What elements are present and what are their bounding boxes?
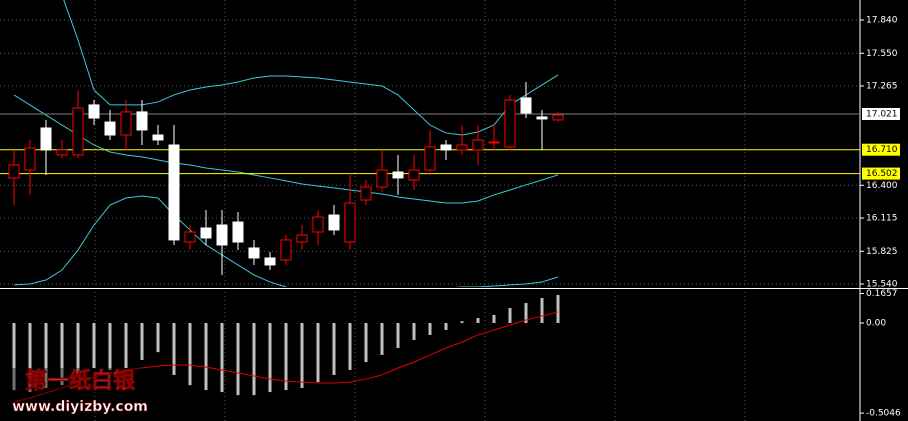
histogram-bar [188, 323, 192, 386]
level-label-box [862, 143, 900, 156]
histogram-bar [76, 323, 80, 375]
histogram-bar [28, 323, 32, 393]
main-panel [0, 0, 860, 287]
histogram-bar [412, 323, 416, 340]
histogram-bar [492, 314, 496, 324]
histogram-bar [364, 323, 368, 363]
y-tick-label: -0.5046 [866, 409, 901, 419]
y-tick-label: 16.400 [866, 181, 898, 191]
level-label: 16.502 [866, 169, 898, 179]
histogram-bar [316, 323, 320, 383]
candle-body [424, 146, 436, 171]
histogram-bar [44, 323, 48, 388]
histogram-bar [444, 323, 448, 330]
watermark: 第一纸白银 www.diyizby.com [8, 368, 152, 416]
histogram-bar [540, 298, 544, 324]
histogram-bar [156, 323, 160, 353]
candle-body [248, 247, 260, 259]
histogram-bar [204, 323, 208, 391]
candle-body [392, 171, 404, 179]
candle-body [488, 141, 500, 144]
current-price-label: 17.021 [866, 109, 898, 119]
histogram-bar [60, 323, 64, 386]
candle-body [152, 134, 164, 141]
histogram-bar [140, 323, 144, 360]
level-label: 16.710 [866, 145, 898, 155]
candle-body [168, 144, 180, 241]
candle-body [296, 234, 308, 243]
candle-body [24, 147, 36, 171]
watermark-url: www.diyizby.com [12, 399, 148, 415]
y-tick-label: 17.550 [866, 49, 898, 59]
y-tick-label: 16.115 [866, 214, 898, 224]
y-tick-label: 0.00 [866, 319, 886, 329]
histogram-bar [556, 294, 560, 324]
histogram-bar [252, 323, 256, 396]
candle-body [120, 111, 132, 136]
histogram-bar [300, 323, 304, 388]
histogram-bar [524, 303, 528, 324]
histogram-bar [108, 323, 112, 370]
current-price-box [862, 107, 900, 120]
candle-body [408, 169, 420, 181]
candle-body [8, 164, 20, 179]
candle-body [552, 114, 564, 121]
y-tick-label: 15.825 [866, 247, 898, 257]
candle-body [504, 99, 516, 148]
candle-body [56, 149, 68, 156]
candle-body [520, 97, 532, 114]
histogram-bar [284, 323, 288, 391]
candle-body [136, 111, 148, 131]
histogram-bar [396, 323, 400, 349]
candle-body [184, 231, 196, 243]
candle-body [200, 227, 212, 239]
band-line [13, 195, 559, 287]
histogram-bar [92, 323, 96, 368]
candle-body [376, 169, 388, 188]
histogram-bar [12, 323, 16, 391]
candle-body [328, 214, 340, 231]
candle-body [264, 257, 276, 266]
candle-body [456, 144, 468, 151]
histogram-bar [172, 323, 176, 375]
y-tick-label: 17.840 [866, 15, 898, 25]
signal-line [13, 311, 559, 403]
candle-body [216, 224, 228, 246]
price-axis: 17.840 17.550 17.265 16.400 16.115 15.825 15.5… [860, 15, 901, 419]
candle-body [312, 216, 324, 233]
watermark-name: 第一纸白银 [25, 368, 136, 394]
candle-body [88, 104, 100, 119]
candle-body [440, 144, 452, 151]
y-tick-label: 15.540 [866, 280, 898, 290]
candle-body [232, 221, 244, 243]
candle-body [72, 107, 84, 156]
y-tick-label: 0.1657 [866, 289, 898, 299]
histogram-bar [236, 323, 240, 396]
candle-body [104, 121, 116, 136]
histogram-bar [348, 323, 352, 370]
histogram-bar [508, 308, 512, 324]
level-label-box [862, 167, 900, 180]
candle-body [360, 186, 372, 201]
histogram-bar [268, 323, 272, 393]
histogram-bar [332, 323, 336, 375]
histogram-bar [428, 323, 432, 335]
histogram-bar [460, 321, 464, 324]
histogram-bar [220, 323, 224, 393]
band-line [63, 0, 559, 136]
candle-body [472, 139, 484, 151]
candle-body [40, 127, 52, 151]
candle-body [536, 116, 548, 120]
candle-body [344, 202, 356, 243]
histogram-bar [380, 323, 384, 355]
macd-panel [12, 294, 560, 403]
candle-body [280, 239, 292, 261]
histogram-bar [476, 318, 480, 324]
y-tick-label: 17.265 [866, 81, 898, 91]
histogram-bar [124, 323, 128, 368]
